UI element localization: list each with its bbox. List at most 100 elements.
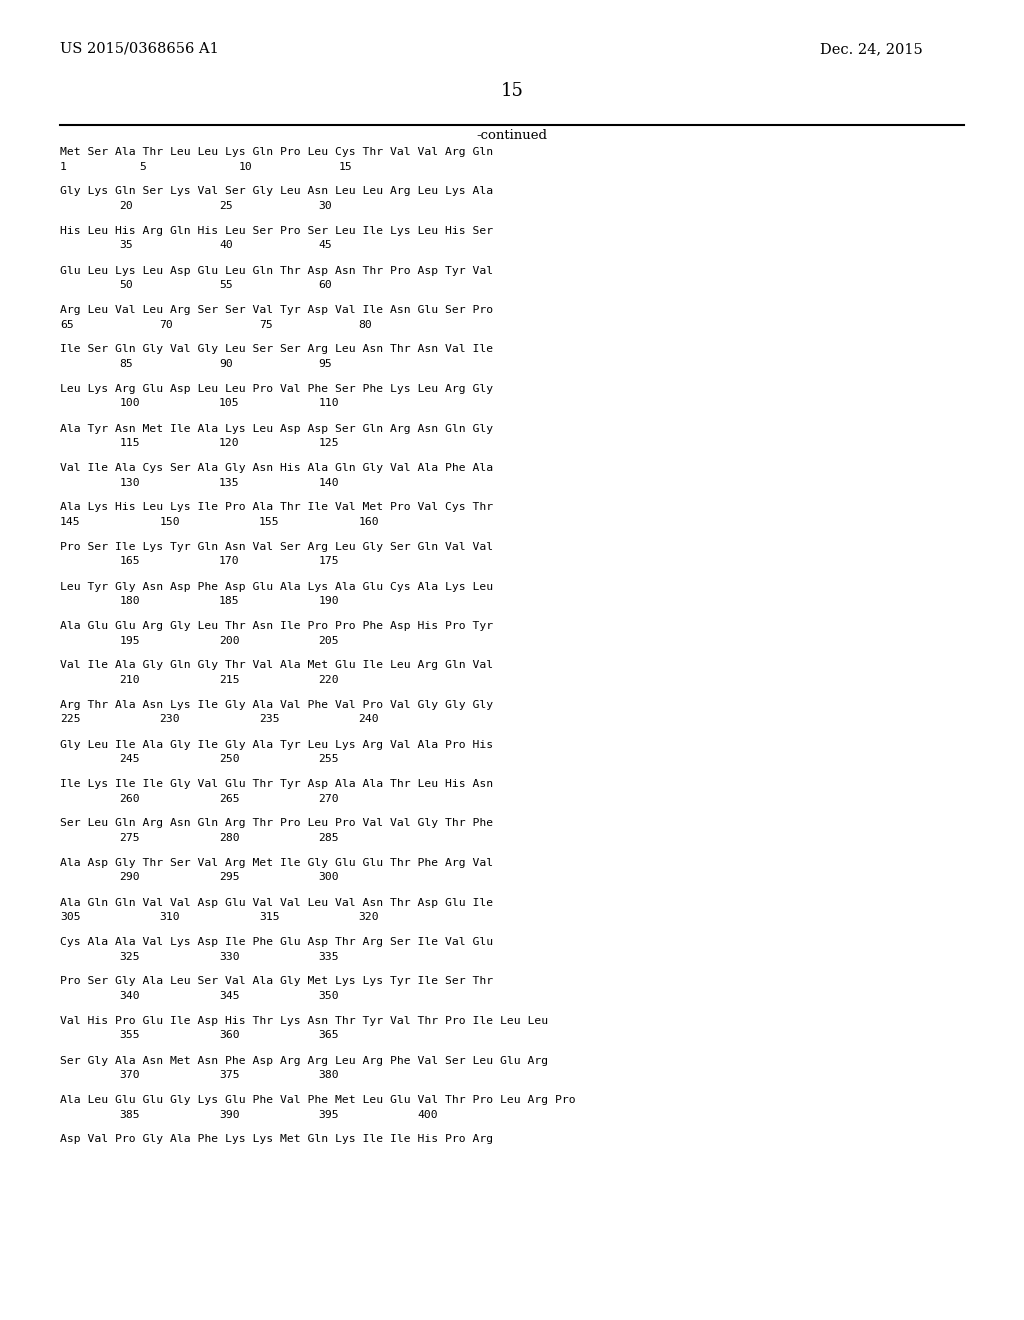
- Text: 255: 255: [318, 754, 339, 764]
- Text: 220: 220: [318, 675, 339, 685]
- Text: Ser Leu Gln Arg Asn Gln Arg Thr Pro Leu Pro Val Val Gly Thr Phe: Ser Leu Gln Arg Asn Gln Arg Thr Pro Leu …: [60, 818, 494, 829]
- Text: 160: 160: [358, 517, 379, 527]
- Text: 350: 350: [318, 991, 339, 1001]
- Text: 400: 400: [418, 1110, 438, 1119]
- Text: 335: 335: [318, 952, 339, 961]
- Text: 95: 95: [318, 359, 332, 370]
- Text: Arg Thr Ala Asn Lys Ile Gly Ala Val Phe Val Pro Val Gly Gly Gly: Arg Thr Ala Asn Lys Ile Gly Ala Val Phe …: [60, 700, 494, 710]
- Text: Val His Pro Glu Ile Asp His Thr Lys Asn Thr Tyr Val Thr Pro Ile Leu Leu: Val His Pro Glu Ile Asp His Thr Lys Asn …: [60, 1016, 548, 1026]
- Text: 380: 380: [318, 1071, 339, 1080]
- Text: 205: 205: [318, 635, 339, 645]
- Text: Met Ser Ala Thr Leu Leu Lys Gln Pro Leu Cys Thr Val Val Arg Gln: Met Ser Ala Thr Leu Leu Lys Gln Pro Leu …: [60, 147, 494, 157]
- Text: Dec. 24, 2015: Dec. 24, 2015: [820, 42, 923, 55]
- Text: Ala Gln Gln Val Val Asp Glu Val Val Leu Val Asn Thr Asp Glu Ile: Ala Gln Gln Val Val Asp Glu Val Val Leu …: [60, 898, 494, 908]
- Text: 290: 290: [120, 873, 140, 883]
- Text: 140: 140: [318, 478, 339, 487]
- Text: 25: 25: [219, 201, 232, 211]
- Text: 280: 280: [219, 833, 240, 843]
- Text: 30: 30: [318, 201, 332, 211]
- Text: 240: 240: [358, 714, 379, 725]
- Text: Arg Leu Val Leu Arg Ser Ser Val Tyr Asp Val Ile Asn Glu Ser Pro: Arg Leu Val Leu Arg Ser Ser Val Tyr Asp …: [60, 305, 494, 315]
- Text: 260: 260: [120, 793, 140, 804]
- Text: 180: 180: [120, 597, 140, 606]
- Text: 235: 235: [259, 714, 280, 725]
- Text: 265: 265: [219, 793, 240, 804]
- Text: US 2015/0368656 A1: US 2015/0368656 A1: [60, 42, 219, 55]
- Text: 270: 270: [318, 793, 339, 804]
- Text: Ala Tyr Asn Met Ile Ala Lys Leu Asp Asp Ser Gln Arg Asn Gln Gly: Ala Tyr Asn Met Ile Ala Lys Leu Asp Asp …: [60, 424, 494, 433]
- Text: 345: 345: [219, 991, 240, 1001]
- Text: 130: 130: [120, 478, 140, 487]
- Text: 200: 200: [219, 635, 240, 645]
- Text: 75: 75: [259, 319, 272, 330]
- Text: 10: 10: [239, 161, 253, 172]
- Text: 365: 365: [318, 1031, 339, 1040]
- Text: 215: 215: [219, 675, 240, 685]
- Text: 15: 15: [501, 82, 523, 100]
- Text: Leu Lys Arg Glu Asp Leu Leu Pro Val Phe Ser Phe Lys Leu Arg Gly: Leu Lys Arg Glu Asp Leu Leu Pro Val Phe …: [60, 384, 494, 393]
- Text: 35: 35: [120, 240, 133, 251]
- Text: 170: 170: [219, 557, 240, 566]
- Text: 70: 70: [160, 319, 173, 330]
- Text: 245: 245: [120, 754, 140, 764]
- Text: Cys Ala Ala Val Lys Asp Ile Phe Glu Asp Thr Arg Ser Ile Val Glu: Cys Ala Ala Val Lys Asp Ile Phe Glu Asp …: [60, 937, 494, 946]
- Text: 45: 45: [318, 240, 332, 251]
- Text: 60: 60: [318, 280, 332, 290]
- Text: 210: 210: [120, 675, 140, 685]
- Text: 230: 230: [160, 714, 180, 725]
- Text: His Leu His Arg Gln His Leu Ser Pro Ser Leu Ile Lys Leu His Ser: His Leu His Arg Gln His Leu Ser Pro Ser …: [60, 226, 494, 236]
- Text: 330: 330: [219, 952, 240, 961]
- Text: 115: 115: [120, 438, 140, 447]
- Text: 395: 395: [318, 1110, 339, 1119]
- Text: 125: 125: [318, 438, 339, 447]
- Text: 105: 105: [219, 399, 240, 408]
- Text: Ser Gly Ala Asn Met Asn Phe Asp Arg Arg Leu Arg Phe Val Ser Leu Glu Arg: Ser Gly Ala Asn Met Asn Phe Asp Arg Arg …: [60, 1056, 548, 1065]
- Text: 135: 135: [219, 478, 240, 487]
- Text: 275: 275: [120, 833, 140, 843]
- Text: 110: 110: [318, 399, 339, 408]
- Text: 355: 355: [120, 1031, 140, 1040]
- Text: Ala Asp Gly Thr Ser Val Arg Met Ile Gly Glu Glu Thr Phe Arg Val: Ala Asp Gly Thr Ser Val Arg Met Ile Gly …: [60, 858, 494, 869]
- Text: 390: 390: [219, 1110, 240, 1119]
- Text: Ala Leu Glu Glu Gly Lys Glu Phe Val Phe Met Leu Glu Val Thr Pro Leu Arg Pro: Ala Leu Glu Glu Gly Lys Glu Phe Val Phe …: [60, 1096, 575, 1105]
- Text: 175: 175: [318, 557, 339, 566]
- Text: 320: 320: [358, 912, 379, 921]
- Text: 150: 150: [160, 517, 180, 527]
- Text: 145: 145: [60, 517, 81, 527]
- Text: Glu Leu Lys Leu Asp Glu Leu Gln Thr Asp Asn Thr Pro Asp Tyr Val: Glu Leu Lys Leu Asp Glu Leu Gln Thr Asp …: [60, 265, 494, 276]
- Text: 250: 250: [219, 754, 240, 764]
- Text: -continued: -continued: [476, 129, 548, 143]
- Text: 305: 305: [60, 912, 81, 921]
- Text: 185: 185: [219, 597, 240, 606]
- Text: Ala Lys His Leu Lys Ile Pro Ala Thr Ile Val Met Pro Val Cys Thr: Ala Lys His Leu Lys Ile Pro Ala Thr Ile …: [60, 503, 494, 512]
- Text: Gly Leu Ile Ala Gly Ile Gly Ala Tyr Leu Lys Arg Val Ala Pro His: Gly Leu Ile Ala Gly Ile Gly Ala Tyr Leu …: [60, 739, 494, 750]
- Text: Val Ile Ala Cys Ser Ala Gly Asn His Ala Gln Gly Val Ala Phe Ala: Val Ile Ala Cys Ser Ala Gly Asn His Ala …: [60, 463, 494, 473]
- Text: Ile Ser Gln Gly Val Gly Leu Ser Ser Arg Leu Asn Thr Asn Val Ile: Ile Ser Gln Gly Val Gly Leu Ser Ser Arg …: [60, 345, 494, 355]
- Text: 315: 315: [259, 912, 280, 921]
- Text: 375: 375: [219, 1071, 240, 1080]
- Text: 90: 90: [219, 359, 232, 370]
- Text: 295: 295: [219, 873, 240, 883]
- Text: 1: 1: [60, 161, 67, 172]
- Text: 85: 85: [120, 359, 133, 370]
- Text: 55: 55: [219, 280, 232, 290]
- Text: 285: 285: [318, 833, 339, 843]
- Text: 5: 5: [139, 161, 146, 172]
- Text: 325: 325: [120, 952, 140, 961]
- Text: 80: 80: [358, 319, 372, 330]
- Text: 190: 190: [318, 597, 339, 606]
- Text: 20: 20: [120, 201, 133, 211]
- Text: 65: 65: [60, 319, 74, 330]
- Text: 370: 370: [120, 1071, 140, 1080]
- Text: Pro Ser Ile Lys Tyr Gln Asn Val Ser Arg Leu Gly Ser Gln Val Val: Pro Ser Ile Lys Tyr Gln Asn Val Ser Arg …: [60, 543, 494, 552]
- Text: Asp Val Pro Gly Ala Phe Lys Lys Met Gln Lys Ile Ile His Pro Arg: Asp Val Pro Gly Ala Phe Lys Lys Met Gln …: [60, 1134, 494, 1144]
- Text: 50: 50: [120, 280, 133, 290]
- Text: Val Ile Ala Gly Gln Gly Thr Val Ala Met Glu Ile Leu Arg Gln Val: Val Ile Ala Gly Gln Gly Thr Val Ala Met …: [60, 660, 494, 671]
- Text: 120: 120: [219, 438, 240, 447]
- Text: Gly Lys Gln Ser Lys Val Ser Gly Leu Asn Leu Leu Arg Leu Lys Ala: Gly Lys Gln Ser Lys Val Ser Gly Leu Asn …: [60, 186, 494, 197]
- Text: 300: 300: [318, 873, 339, 883]
- Text: 340: 340: [120, 991, 140, 1001]
- Text: Pro Ser Gly Ala Leu Ser Val Ala Gly Met Lys Lys Tyr Ile Ser Thr: Pro Ser Gly Ala Leu Ser Val Ala Gly Met …: [60, 977, 494, 986]
- Text: 310: 310: [160, 912, 180, 921]
- Text: 195: 195: [120, 635, 140, 645]
